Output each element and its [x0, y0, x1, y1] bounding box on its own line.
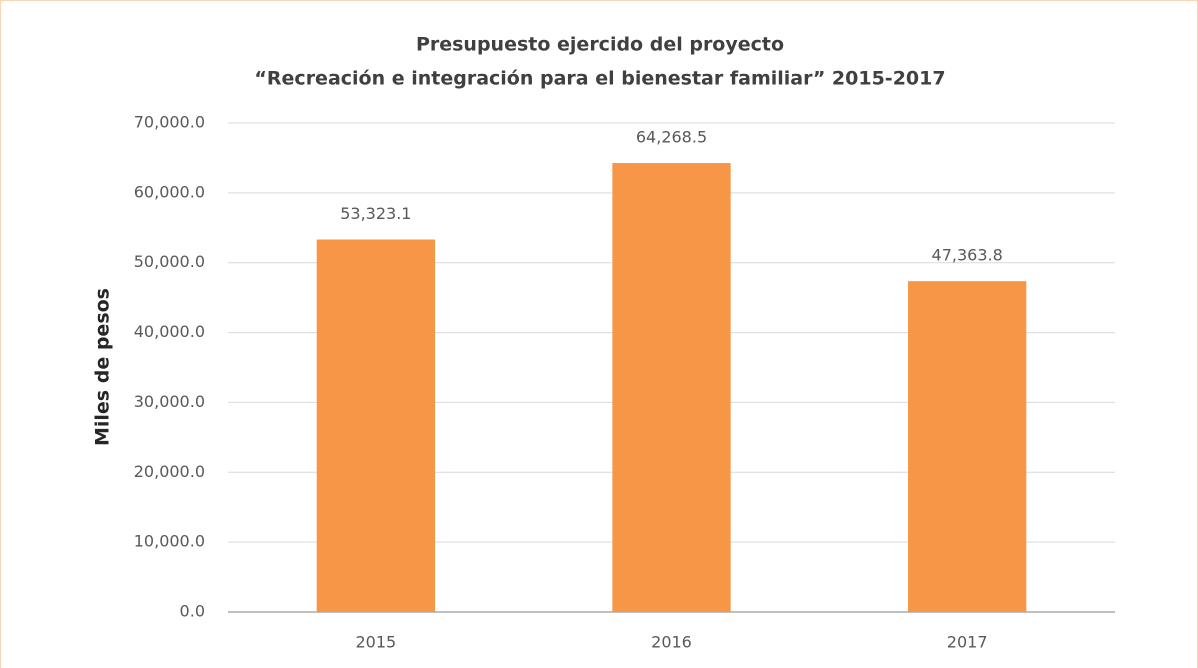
x-tick-label: 2016	[651, 633, 692, 652]
y-tick-label: 50,000.0	[134, 252, 205, 271]
x-tick-label: 2015	[355, 633, 396, 652]
y-tick-label: 10,000.0	[134, 532, 205, 551]
y-axis-title: Miles de pesos	[92, 288, 114, 446]
y-tick-label: 20,000.0	[134, 462, 205, 481]
y-tick-label: 40,000.0	[134, 322, 205, 341]
data-label: 53,323.1	[340, 204, 411, 223]
data-label: 47,363.8	[932, 246, 1003, 265]
x-tick-label: 2017	[947, 633, 988, 652]
chart-title: Presupuesto ejercido del proyecto	[416, 34, 784, 56]
bar	[908, 281, 1027, 612]
bar	[316, 239, 435, 612]
y-tick-label: 60,000.0	[134, 182, 205, 201]
y-tick-label: 70,000.0	[134, 113, 205, 132]
chart-title: “Recreación e integración para el bienes…	[254, 68, 945, 90]
y-tick-label: 0.0	[180, 602, 205, 621]
y-tick-label: 30,000.0	[134, 392, 205, 411]
data-label: 64,268.5	[636, 128, 707, 147]
bar	[612, 163, 731, 612]
